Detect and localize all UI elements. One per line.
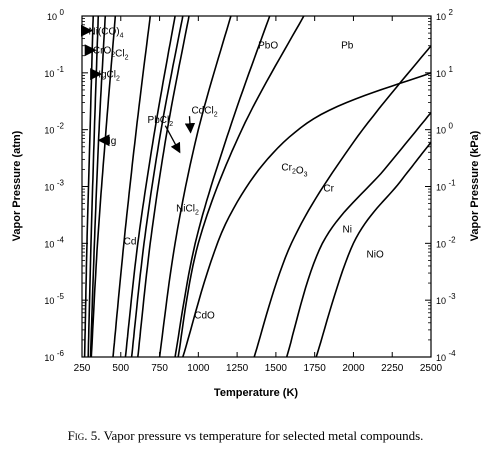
y-tick-label-right: 10 -1 — [436, 179, 456, 193]
y-tick-label-left: 10 -2 — [44, 122, 64, 136]
label-hgcl2: HgCl2 — [94, 70, 120, 83]
curve-cdo — [158, 16, 232, 357]
y-axis-left-ticks: 10 -6 10 -5 10 -4 10 -3 10 -2 10 -1 10 0 — [44, 8, 88, 363]
label-ni: Ni — [343, 224, 352, 235]
y-tick-label-right: 10 -4 — [436, 349, 456, 363]
y-tick-label-right: 10 2 — [436, 8, 454, 22]
curve-pbcl2 — [124, 16, 176, 357]
x-tick-label: 2000 — [342, 363, 365, 374]
label-nicl2: NiCl2 — [176, 203, 199, 216]
label-pb: Pb — [341, 40, 354, 51]
y-tick-label-left: 10 0 — [47, 8, 65, 22]
x-axis-label: Temperature (K) — [214, 387, 298, 399]
curve-nico4 — [83, 16, 94, 357]
label-pbo: PbO — [258, 40, 278, 51]
x-tick-label: 500 — [112, 363, 129, 374]
label-cr: Cr — [323, 183, 334, 194]
series-labels: Ni(CO)4 CrO2Cl2 HgCl2 Hg Cd PbCl2 CdCl2 NiCl2 Cd… — [80, 24, 384, 321]
y-axis-right-ticks: 10 -4 10 -3 10 -2 10 -1 10 0 10 1 10 2 — [425, 8, 456, 363]
caption-label: Fig. 5. — [67, 428, 101, 443]
label-cd: Cd — [124, 236, 137, 247]
x-tick-label: 2250 — [381, 363, 404, 374]
x-tick-label: 1000 — [187, 363, 210, 374]
x-tick-label: 250 — [74, 363, 91, 374]
label-pbcl2: PbCl2 — [148, 115, 174, 128]
curve-hg — [90, 16, 117, 357]
label-cdcl2: CdCl2 — [191, 106, 217, 119]
y-tick-label-left: 10 -1 — [44, 65, 64, 79]
series-curves — [83, 16, 431, 357]
curve-cro2cl2 — [87, 16, 100, 357]
label-hg: Hg — [104, 136, 117, 147]
figure-caption: Fig. 5. Vapor pressure vs temperature fo… — [0, 428, 491, 444]
vapor-pressure-chart: Ni(CO)4 CrO2Cl2 HgCl2 Hg Cd PbCl2 CdCl2 NiCl2 Cd… — [11, 8, 481, 399]
x-axis-ticks: 250 500 750 1000 1250 1500 1750 2000 2250 2500 — [74, 16, 443, 374]
x-tick-label: 1500 — [265, 363, 288, 374]
label-cro2cl2: CrO2Cl2 — [93, 46, 129, 62]
y-tick-label-right: 10 -3 — [436, 292, 456, 306]
x-tick-label: 1250 — [226, 363, 249, 374]
curve-pb — [177, 16, 305, 357]
y-tick-label-right: 10 0 — [436, 122, 454, 136]
curve-cr — [253, 45, 431, 357]
x-tick-label: 750 — [151, 363, 168, 374]
plot-frame — [81, 15, 432, 358]
y-tick-label-left: 10 -4 — [44, 235, 64, 249]
curve-nio — [315, 141, 431, 357]
y-tick-label-left: 10 -6 — [44, 349, 64, 363]
label-nico4: Ni(CO)4 — [89, 26, 124, 39]
x-tick-label: 1750 — [304, 363, 327, 374]
curve-cd — [112, 16, 151, 357]
arrow-cdcl2 — [184, 116, 196, 134]
arrow-pbcl2 — [164, 125, 181, 154]
label-nio: NiO — [367, 249, 384, 260]
curve-ni — [285, 112, 431, 357]
curve-cr2o3 — [182, 72, 431, 357]
curve-hgcl2 — [89, 16, 107, 357]
y-tick-label-right: 10 -2 — [436, 235, 456, 249]
curve-cdcl2 — [137, 16, 190, 357]
y-axis-right-label: Vapor Pressure (kPa) — [469, 130, 481, 241]
y-axis-left-label: Vapor Pressure (atm) — [11, 130, 23, 241]
label-cdo: CdO — [194, 310, 215, 321]
curve-nicl2 — [130, 16, 184, 357]
caption-text: Vapor pressure vs temperature for select… — [100, 428, 424, 443]
y-tick-label-right: 10 1 — [436, 65, 454, 79]
curve-pbo — [174, 16, 271, 357]
label-cr2o3: Cr2O3 — [281, 163, 307, 179]
y-tick-label-left: 10 -5 — [44, 292, 64, 306]
y-tick-label-left: 10 -3 — [44, 179, 64, 193]
x-tick-label: 2500 — [420, 363, 443, 374]
